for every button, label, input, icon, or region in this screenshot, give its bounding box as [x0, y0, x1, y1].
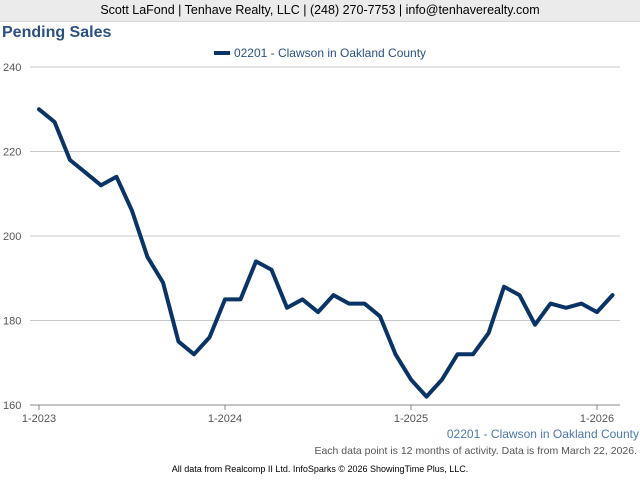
- x-tick-label: 1-2025: [394, 413, 428, 425]
- contact-text: Scott LaFond | Tenhave Realty, LLC | (24…: [100, 3, 540, 17]
- y-tick-label: 220: [3, 147, 21, 159]
- series-label: 02201 - Clawson in Oakland County: [446, 427, 639, 441]
- chart-legend[interactable]: 02201 - Clawson in Oakland County: [0, 46, 640, 60]
- series-line: [37, 107, 615, 399]
- chart-title: Pending Sales: [2, 24, 112, 41]
- contact-header: Scott LaFond | Tenhave Realty, LLC | (24…: [0, 0, 640, 22]
- legend-line-swatch: [213, 50, 230, 55]
- y-tick-label: 160: [3, 400, 21, 412]
- y-tick-label: 200: [3, 231, 21, 243]
- x-tick-label: 1-2026: [580, 413, 614, 425]
- y-tick-label: 180: [3, 316, 21, 328]
- data-note: Each data point is 12 months of activity…: [314, 445, 637, 457]
- y-tick-label: 240: [3, 62, 21, 74]
- legend-label: 02201 - Clawson in Oakland County: [233, 46, 427, 60]
- x-tick-label: 1-2024: [208, 413, 242, 425]
- footer-credit: All data from Realcomp II Ltd. InfoSpark…: [171, 464, 469, 474]
- x-tick-label: 1-2023: [22, 413, 56, 425]
